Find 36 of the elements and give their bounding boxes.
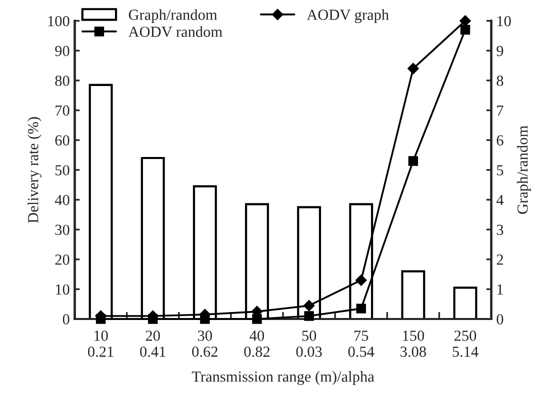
y2-tick-label: 7: [497, 106, 504, 116]
y-tick-label: 50: [56, 165, 70, 176]
y-tick-label: 70: [56, 105, 70, 116]
y-tick-label: 10: [56, 284, 70, 295]
y2-tick-label: 6: [496, 135, 504, 146]
y2-tick-label: 0: [496, 314, 504, 324]
y2-tick-label: 8: [496, 76, 504, 86]
y-tick-label: 100: [48, 16, 70, 26]
y-tick-label: 80: [55, 76, 70, 86]
y-tick-label: 90: [55, 46, 70, 56]
x-tick-label: 150 3.08: [400, 330, 426, 357]
x-tick-label: 50 0.03: [296, 330, 322, 357]
y-tick-label: 60: [55, 135, 70, 146]
legend-label: AODV graph: [306, 9, 389, 24]
x-tick-label: 250 5.14: [452, 330, 478, 357]
y-tick-label: 30: [55, 224, 70, 236]
y2-tick-label: 5: [497, 165, 504, 176]
y2-tick-label: 4: [496, 194, 504, 206]
legend-label: AODV random: [128, 26, 222, 38]
y-axis-title: Delivery rate (%): [28, 117, 42, 223]
y-tick-label: 20: [55, 254, 70, 265]
x-tick-label: 20 0.41: [140, 330, 166, 357]
y2-tick-label: 10: [497, 16, 511, 26]
x-tick-label: 40 0.82: [244, 330, 270, 357]
x-tick-label: 10 0.21: [88, 330, 114, 357]
y2-axis-title: Graph/random: [516, 126, 531, 214]
y-tick-label: 0: [62, 314, 70, 324]
y2-tick-label: 2: [496, 254, 503, 265]
x-tick-label: 75 0.54: [348, 330, 374, 357]
legend-label: Graph/random: [128, 9, 218, 24]
y-tick-label: 40: [54, 194, 70, 206]
y2-tick-label: 1: [497, 284, 503, 294]
x-tick-label: 30 0.62: [192, 330, 218, 357]
y2-tick-label: 9: [496, 46, 504, 56]
y2-tick-label: 3: [496, 224, 504, 236]
x-axis-title: Transmission range (m)/alpha: [192, 371, 374, 385]
